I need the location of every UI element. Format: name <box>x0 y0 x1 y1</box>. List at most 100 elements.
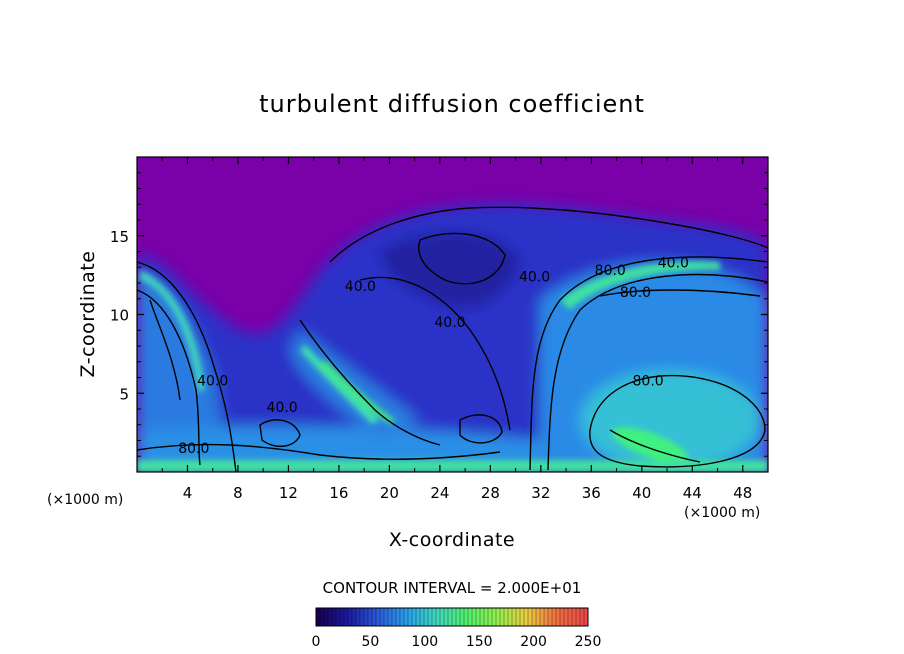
colorbar-swatch <box>572 608 577 626</box>
field-region-left <box>137 270 230 472</box>
colorbar-swatch <box>368 608 373 626</box>
colorbar-tick-label: 150 <box>466 634 493 650</box>
x-axis-unit-left: (×1000 m) <box>47 492 123 508</box>
colorbar-tick-label: 100 <box>411 634 438 650</box>
colorbar-swatch <box>404 608 409 626</box>
x-tick-label: 40 <box>632 484 651 502</box>
y-tick-label: 10 <box>110 307 129 325</box>
colorbar-swatch <box>376 608 381 626</box>
x-tick-label: 16 <box>329 484 348 502</box>
field-surface-band <box>137 460 768 472</box>
x-tick-label: 36 <box>582 484 601 502</box>
colorbar-swatch <box>448 608 453 626</box>
x-tick-label: 28 <box>481 484 500 502</box>
colorbar-swatch <box>528 608 533 626</box>
chart-title: turbulent diffusion coefficient <box>259 90 645 118</box>
colorbar-swatch <box>500 608 505 626</box>
contour-line <box>299 319 441 446</box>
x-tick-label: 44 <box>683 484 702 502</box>
colorbar-swatch <box>552 608 557 626</box>
colorbar-swatch <box>496 608 501 626</box>
colorbar-swatch <box>548 608 553 626</box>
contour-interval-label: CONTOUR INTERVAL = 2.000E+01 <box>323 579 582 597</box>
colorbar-swatch <box>340 608 345 626</box>
contour-line <box>359 276 511 431</box>
colorbar-swatch <box>564 608 569 626</box>
x-tick-label: 4 <box>183 484 193 502</box>
y-axis-label: Z-coordinate <box>77 251 99 378</box>
colorbar-swatch <box>484 608 489 626</box>
colorbar-swatch <box>456 608 461 626</box>
colorbar-swatch <box>492 608 497 626</box>
contour-line <box>547 273 768 471</box>
colorbar-swatch <box>420 608 425 626</box>
colorbar-swatch <box>468 608 473 626</box>
field-band-green <box>560 261 720 310</box>
x-tick-label: 20 <box>380 484 399 502</box>
colorbar-swatch <box>352 608 357 626</box>
contour-label: 40.0 <box>267 400 298 416</box>
colorbar-swatch <box>396 608 401 626</box>
colorbar-swatch <box>556 608 561 626</box>
contour-line <box>589 374 766 468</box>
colorbar-swatch <box>472 608 477 626</box>
colorbar-swatch <box>440 608 445 626</box>
field-streak-1 <box>300 345 380 424</box>
colorbar-swatch <box>424 608 429 626</box>
colorbar-swatch <box>452 608 457 626</box>
colorbar-swatch <box>372 608 377 626</box>
colorbar-swatch <box>540 608 545 626</box>
contour-line <box>459 414 503 444</box>
contour-label: 80.0 <box>633 373 664 389</box>
colorbar-swatch <box>508 608 513 626</box>
x-tick-label: 32 <box>531 484 550 502</box>
field-mid-band <box>290 330 420 440</box>
contour-line <box>529 256 768 471</box>
field-upper-dark <box>380 232 520 308</box>
contour-line <box>329 206 768 263</box>
colorbar-tick-label: 250 <box>575 634 602 650</box>
colorbar-swatch <box>408 608 413 626</box>
colorbar-swatch <box>412 608 417 626</box>
contour-label: 80.0 <box>178 441 209 457</box>
colorbar-swatch <box>544 608 549 626</box>
colorbar-swatch <box>480 608 485 626</box>
contour-label: 40.0 <box>345 279 376 295</box>
x-tick-label: 8 <box>233 484 243 502</box>
colorbar-swatch <box>316 608 321 626</box>
colorbar-ticks: 0 50 100 150 200 250 <box>312 634 602 650</box>
colorbar-frame <box>315 607 589 627</box>
y-axis-ticks: 5 10 15 <box>110 172 768 457</box>
contour-label: 80.0 <box>620 285 651 301</box>
x-axis-ticks: 4 8 12 16 20 24 28 32 36 40 44 48 <box>161 157 752 502</box>
x-tick-label: 24 <box>430 484 449 502</box>
colorbar-swatch <box>436 608 441 626</box>
colorbar-swatch <box>512 608 517 626</box>
colorbar-swatch <box>488 608 493 626</box>
colorbar-swatch <box>364 608 369 626</box>
colorbar-tick-label: 0 <box>312 634 321 650</box>
colorbar-swatch <box>400 608 405 626</box>
colorbar-swatch <box>416 608 421 626</box>
colorbar-swatch <box>536 608 541 626</box>
colorbar-swatch <box>560 608 565 626</box>
colorbar-tick-label: 200 <box>520 634 547 650</box>
contour-labels: 40.0 40.0 40.0 80.0 40.0 80.0 80.0 40.0 40.0 80.0 <box>178 255 689 457</box>
colorbar-swatch <box>568 608 573 626</box>
contour-lines <box>137 206 768 472</box>
colorbar-swatch <box>520 608 525 626</box>
contour-label: 40.0 <box>658 255 689 271</box>
contour-label: 40.0 <box>519 269 550 285</box>
contour-line <box>609 429 701 463</box>
x-axis-label: X-coordinate <box>389 529 515 551</box>
colorbar-swatch <box>384 608 389 626</box>
colorbar-swatch <box>516 608 521 626</box>
x-axis-unit-right: (×1000 m) <box>684 505 760 521</box>
colorbar-swatch <box>388 608 393 626</box>
colorbar-swatch <box>356 608 361 626</box>
colorbar-swatch <box>392 608 397 626</box>
x-tick-label: 12 <box>279 484 298 502</box>
contour-line <box>259 419 301 447</box>
colorbar-swatch <box>344 608 349 626</box>
